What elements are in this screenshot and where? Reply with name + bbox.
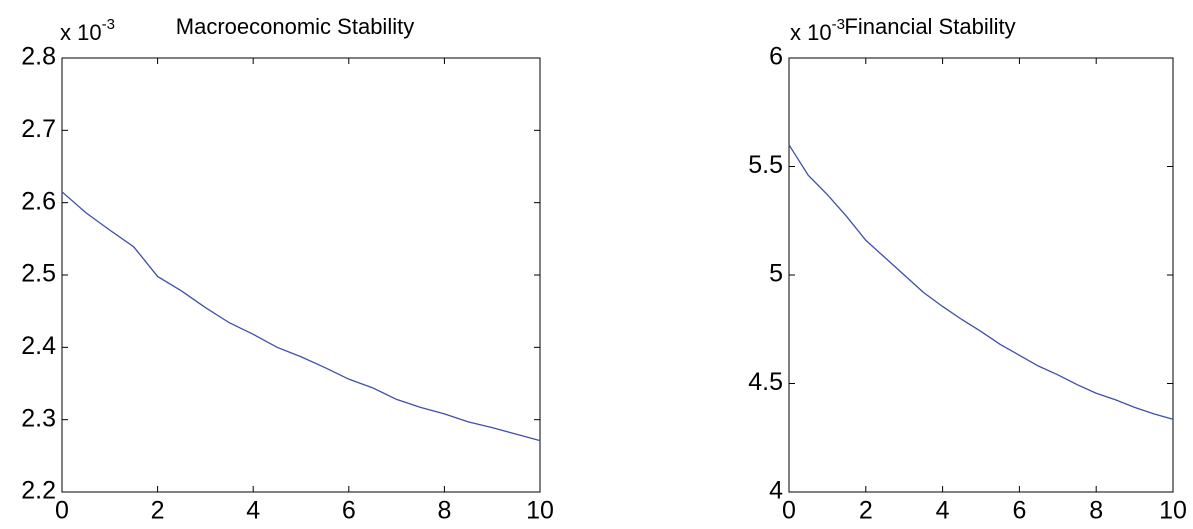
y-multiplier-exponent: -3 xyxy=(832,16,845,33)
y-multiplier-base: x 10 xyxy=(790,20,832,45)
x-tick-label: 2 xyxy=(151,497,165,525)
chart-title: Financial Stability xyxy=(844,14,1015,39)
x-tick-label: 4 xyxy=(936,497,950,525)
y-multiplier-base: x 10 xyxy=(60,20,102,45)
x-tick-label: 10 xyxy=(526,497,554,525)
y-tick-label: 4.5 xyxy=(748,368,783,396)
x-tick-label: 10 xyxy=(1159,497,1187,525)
chart-title: Macroeconomic Stability xyxy=(176,14,414,39)
x-tick-label: 6 xyxy=(1012,497,1026,525)
x-tick-label: 0 xyxy=(55,497,69,525)
y-tick-label: 2.2 xyxy=(21,477,56,505)
y-tick-label: 6 xyxy=(769,43,783,71)
y-tick-label: 2.7 xyxy=(21,115,56,143)
y-tick-label: 2.8 xyxy=(21,43,56,71)
x-tick-label: 8 xyxy=(437,497,451,525)
x-tick-label: 2 xyxy=(859,497,873,525)
data-line xyxy=(788,144,1174,420)
y-tick-label: 5 xyxy=(769,260,783,288)
y-tick-label: 2.5 xyxy=(21,260,56,288)
x-tick-label: 6 xyxy=(342,497,356,525)
y-tick-label: 2.4 xyxy=(21,332,56,360)
y-tick-label: 5.5 xyxy=(748,151,783,179)
y-tick-label: 2.3 xyxy=(21,404,56,432)
y-multiplier-exponent: -3 xyxy=(102,16,115,33)
x-tick-label: 0 xyxy=(782,497,796,525)
plot-area xyxy=(61,57,541,493)
x-tick-label: 4 xyxy=(246,497,260,525)
y-multiplier: x 10-3 xyxy=(60,16,115,45)
data-line xyxy=(61,191,541,442)
y-tick-label: 4 xyxy=(769,477,783,505)
y-multiplier: x 10-3 xyxy=(790,16,845,45)
x-tick-label: 8 xyxy=(1089,497,1103,525)
y-tick-label: 2.6 xyxy=(21,187,56,215)
plot-area xyxy=(788,57,1174,493)
